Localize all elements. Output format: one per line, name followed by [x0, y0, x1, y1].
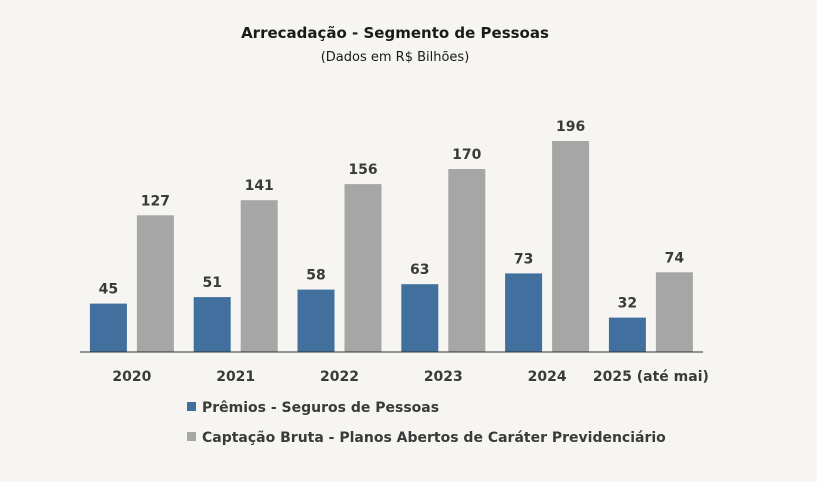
legend: Prêmios - Seguros de Pessoas Captação Bru… [187, 400, 666, 446]
x-tick-label-5: 2025 (até mai) [593, 369, 709, 385]
data-label-premios-2: 58 [306, 268, 325, 284]
x-tick-label-0: 2020 [112, 369, 151, 385]
bar-premios-3 [401, 284, 439, 352]
legend-label-1: Captação Bruta - Planos Abertos de Carát… [202, 430, 666, 446]
data-label-captacao-4: 196 [556, 119, 585, 135]
bar-captacao-3 [448, 169, 486, 352]
data-label-captacao-1: 141 [245, 178, 274, 194]
bar-premios-5 [608, 317, 646, 352]
bar-captacao-1 [240, 200, 278, 352]
legend-swatch-0 [187, 402, 196, 411]
legend-label-0: Prêmios - Seguros de Pessoas [202, 400, 439, 416]
data-label-captacao-0: 127 [141, 193, 170, 209]
data-label-premios-4: 73 [514, 251, 533, 267]
bar-premios-1 [193, 297, 231, 352]
bar-captacao-0 [136, 215, 174, 352]
chart-title: Arrecadação - Segmento de Pessoas [241, 24, 549, 42]
bar-premios-4 [505, 273, 543, 352]
data-label-premios-0: 45 [99, 282, 118, 298]
bar-captacao-2 [344, 184, 382, 352]
bar-captacao-5 [655, 272, 693, 352]
x-tick-label-1: 2021 [216, 369, 255, 385]
x-tick-label-2: 2022 [320, 369, 359, 385]
data-label-captacao-5: 74 [665, 250, 685, 266]
data-label-premios-5: 32 [618, 296, 637, 312]
legend-swatch-1 [187, 432, 196, 441]
plot-area: 45 127 2020 51 141 2021 58 156 2022 63 170 2023 73 19… [89, 119, 709, 385]
chart-subtitle: (Dados em R$ Bilhões) [321, 50, 470, 65]
data-label-captacao-2: 156 [348, 162, 377, 178]
x-tick-label-3: 2023 [424, 369, 463, 385]
bar-premios-2 [297, 289, 335, 352]
x-tick-label-4: 2024 [528, 369, 567, 385]
bar-captacao-4 [552, 141, 590, 352]
bar-premios-0 [89, 303, 127, 352]
data-label-captacao-3: 170 [452, 147, 481, 163]
data-label-premios-1: 51 [202, 275, 221, 291]
data-label-premios-3: 63 [410, 262, 429, 278]
